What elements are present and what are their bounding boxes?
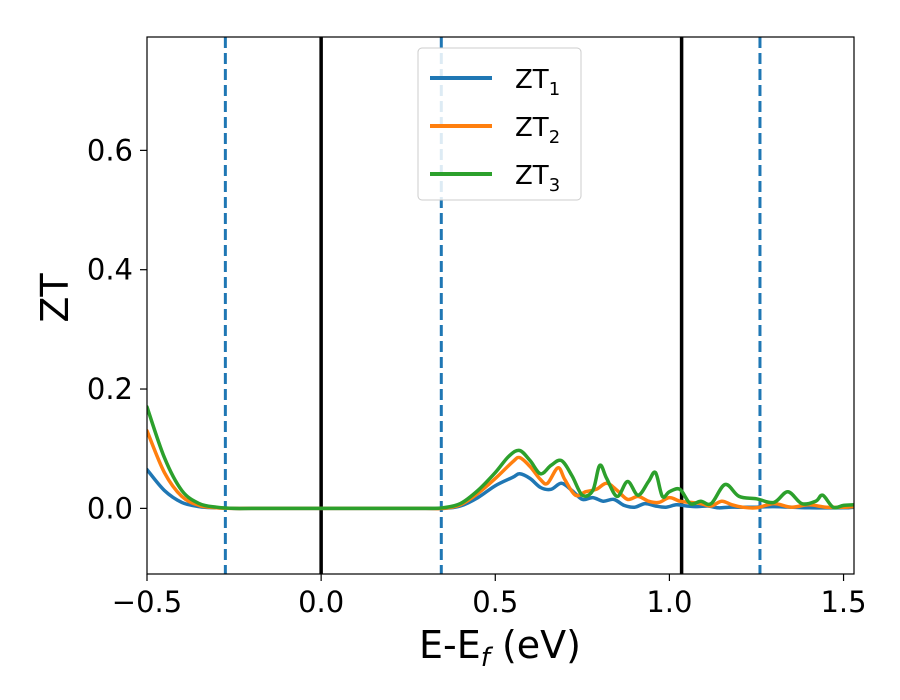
legend: ZT1 ZT2 ZT3: [417, 47, 582, 201]
y-tick-label: 0.6: [87, 133, 133, 167]
plot-frame: [146, 36, 855, 575]
x-tick-label: 1.0: [646, 585, 692, 619]
x-axis-ticks: −0.5 0.0 0.5 1.0 1.5: [112, 574, 867, 619]
series-line-zt3: [147, 405, 854, 511]
series-lines: [147, 405, 854, 511]
x-tick-label: 0.0: [298, 585, 344, 619]
y-tick-label: 0.2: [87, 372, 133, 406]
y-tick-label: 0.4: [87, 253, 133, 287]
x-tick-label: −0.5: [112, 585, 182, 619]
x-tick-label: 1.5: [820, 585, 866, 619]
x-tick-label: 0.5: [472, 585, 518, 619]
x-axis-label: E-Ef (eV): [419, 623, 581, 673]
legend-label-zt2: ZT2: [515, 113, 560, 148]
y-tick-label: 0.0: [87, 491, 133, 525]
y-axis-label: ZT: [33, 273, 77, 323]
legend-label-zt3: ZT3: [515, 161, 560, 196]
y-axis-ticks: 0.0 0.2 0.4 0.6: [87, 133, 147, 525]
legend-label-zt1: ZT1: [515, 65, 560, 100]
legend-box: [417, 47, 582, 201]
